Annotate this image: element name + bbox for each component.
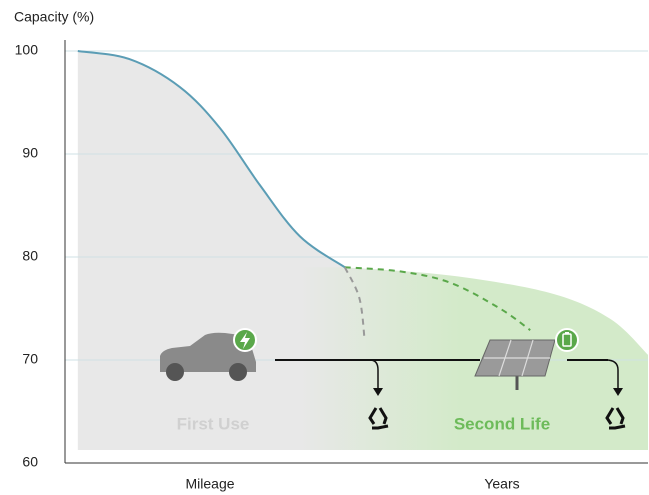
line: [344, 266, 531, 331]
annotation: First Use: [177, 414, 250, 433]
area: [294, 267, 648, 450]
line: [77, 50, 346, 269]
y-tick-label: 90: [22, 145, 38, 161]
arrow: [369, 359, 379, 392]
charge-badge: [233, 328, 257, 352]
y-tick-label: 70: [22, 351, 38, 367]
y-tick-label: 80: [22, 248, 38, 264]
y-axis-label: Capacity (%): [14, 9, 94, 25]
line: [343, 266, 366, 341]
x-axis-label: Mileage: [185, 476, 234, 492]
y-tick-label: 60: [22, 454, 38, 470]
arrow: [605, 359, 619, 392]
battery-badge: [555, 328, 579, 352]
arrow-head: [373, 388, 383, 396]
x-axis-label: Years: [484, 476, 519, 492]
area: [77, 51, 345, 450]
arrow-head: [613, 388, 623, 396]
y-tick-label: 100: [15, 42, 39, 58]
annotation: Second Life: [454, 414, 550, 433]
recycle-icon: [368, 407, 389, 430]
solar-panel-icon: [474, 339, 556, 390]
recycle-icon: [605, 407, 626, 430]
car-icon: [160, 332, 256, 381]
